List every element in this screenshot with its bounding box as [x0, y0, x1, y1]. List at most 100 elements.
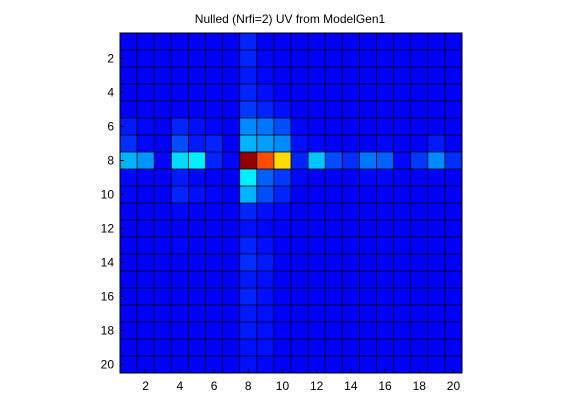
- heatmap-cell: [308, 203, 326, 221]
- heatmap-cell: [444, 271, 463, 289]
- heatmap-cell: [188, 288, 206, 306]
- heatmap-cell: [427, 67, 446, 85]
- heatmap-cell: [205, 322, 223, 340]
- heatmap-cell: [256, 288, 275, 306]
- heatmap-cell: [205, 169, 223, 187]
- heatmap-cell: [410, 152, 429, 170]
- heatmap-cell: [222, 288, 240, 306]
- heatmap-cell: [308, 67, 326, 85]
- heatmap-cell: [359, 152, 377, 170]
- heatmap-cell: [205, 237, 223, 255]
- heatmap-cell: [393, 237, 411, 255]
- heatmap-cell: [291, 135, 309, 153]
- heatmap-cells: [120, 33, 463, 374]
- heatmap-cell: [273, 169, 292, 187]
- heatmap-cell: [188, 33, 206, 51]
- heatmap-cell: [444, 322, 463, 340]
- heatmap-cell: [256, 322, 275, 340]
- heatmap-cell: [342, 101, 360, 119]
- heatmap-cell: [273, 50, 292, 68]
- heatmap-cell: [308, 322, 326, 340]
- heatmap-cell: [427, 152, 446, 170]
- heatmap-cell: [291, 305, 309, 323]
- heatmap-cell: [376, 288, 394, 306]
- heatmap-cell: [325, 203, 343, 221]
- heatmap-cell: [308, 186, 326, 204]
- heatmap-cell: [410, 84, 429, 102]
- heatmap-cell: [171, 237, 189, 255]
- y-tick-label: 12: [101, 222, 115, 236]
- heatmap-cell: [444, 203, 463, 221]
- heatmap-cell: [308, 152, 326, 170]
- heatmap-cell: [188, 271, 206, 289]
- heatmap-cell: [308, 356, 326, 374]
- heatmap-cell: [342, 339, 360, 357]
- heatmap-cell: [308, 271, 326, 289]
- axis-ticks: 2 4 6 8 10 12 14 16 18 20 2 4 6 8 10 12 14 16 18 20: [101, 52, 461, 394]
- heatmap-cell: [120, 33, 138, 51]
- heatmap-cell: [171, 50, 189, 68]
- heatmap-cell: [188, 254, 206, 272]
- heatmap-cell: [410, 271, 429, 289]
- heatmap-cell: [308, 220, 326, 238]
- heatmap-cell: [308, 84, 326, 102]
- heatmap-cell: [427, 288, 446, 306]
- heatmap-cell: [205, 271, 223, 289]
- heatmap-cell: [291, 254, 309, 272]
- heatmap-cell: [239, 271, 258, 289]
- heatmap-cell: [205, 220, 223, 238]
- heatmap-cell: [120, 118, 138, 136]
- heatmap-cell: [137, 203, 155, 221]
- heatmap-cell: [342, 305, 360, 323]
- heatmap-cell: [171, 135, 189, 153]
- heatmap-cell: [205, 118, 223, 136]
- heatmap-cell: [359, 186, 377, 204]
- heatmap-cell: [427, 305, 446, 323]
- heatmap-cell: [154, 339, 172, 357]
- heatmap-cell: [342, 356, 360, 374]
- heatmap-cell: [137, 186, 155, 204]
- heatmap-cell: [308, 135, 326, 153]
- heatmap-cell: [188, 84, 206, 102]
- heatmap-cell: [410, 322, 429, 340]
- heatmap-cell: [120, 101, 138, 119]
- heatmap-cell: [325, 339, 343, 357]
- heatmap-cell: [325, 237, 343, 255]
- heatmap-cell: [137, 118, 155, 136]
- heatmap-cell: [154, 169, 172, 187]
- heatmap-cell: [137, 101, 155, 119]
- heatmap-cell: [239, 237, 258, 255]
- x-tick-label: 16: [378, 379, 392, 393]
- heatmap-cell: [291, 339, 309, 357]
- heatmap-cell: [342, 237, 360, 255]
- heatmap-cell: [342, 203, 360, 221]
- heatmap-cell: [325, 135, 343, 153]
- heatmap-cell: [444, 152, 463, 170]
- heatmap-cell: [154, 203, 172, 221]
- heatmap-cell: [273, 288, 292, 306]
- heatmap-cell: [273, 152, 292, 170]
- heatmap-cell: [239, 169, 258, 187]
- heatmap-cell: [222, 203, 240, 221]
- heatmap-cell: [291, 220, 309, 238]
- heatmap-cell: [137, 271, 155, 289]
- heatmap-cell: [205, 33, 223, 51]
- heatmap-cell: [308, 237, 326, 255]
- heatmap-cell: [376, 322, 394, 340]
- heatmap-cell: [256, 152, 275, 170]
- heatmap-cell: [393, 186, 411, 204]
- heatmap-cell: [427, 50, 446, 68]
- heatmap-cell: [171, 152, 189, 170]
- heatmap-cell: [359, 305, 377, 323]
- heatmap-cell: [393, 220, 411, 238]
- heatmap-cell: [171, 339, 189, 357]
- heatmap-cell: [239, 118, 258, 136]
- heatmap-cell: [154, 322, 172, 340]
- heatmap-cell: [171, 305, 189, 323]
- heatmap-cell: [444, 339, 463, 357]
- heatmap-cell: [188, 339, 206, 357]
- heatmap-cell: [154, 152, 172, 170]
- heatmap-cell: [359, 271, 377, 289]
- heatmap-cell: [188, 203, 206, 221]
- heatmap-cell: [137, 67, 155, 85]
